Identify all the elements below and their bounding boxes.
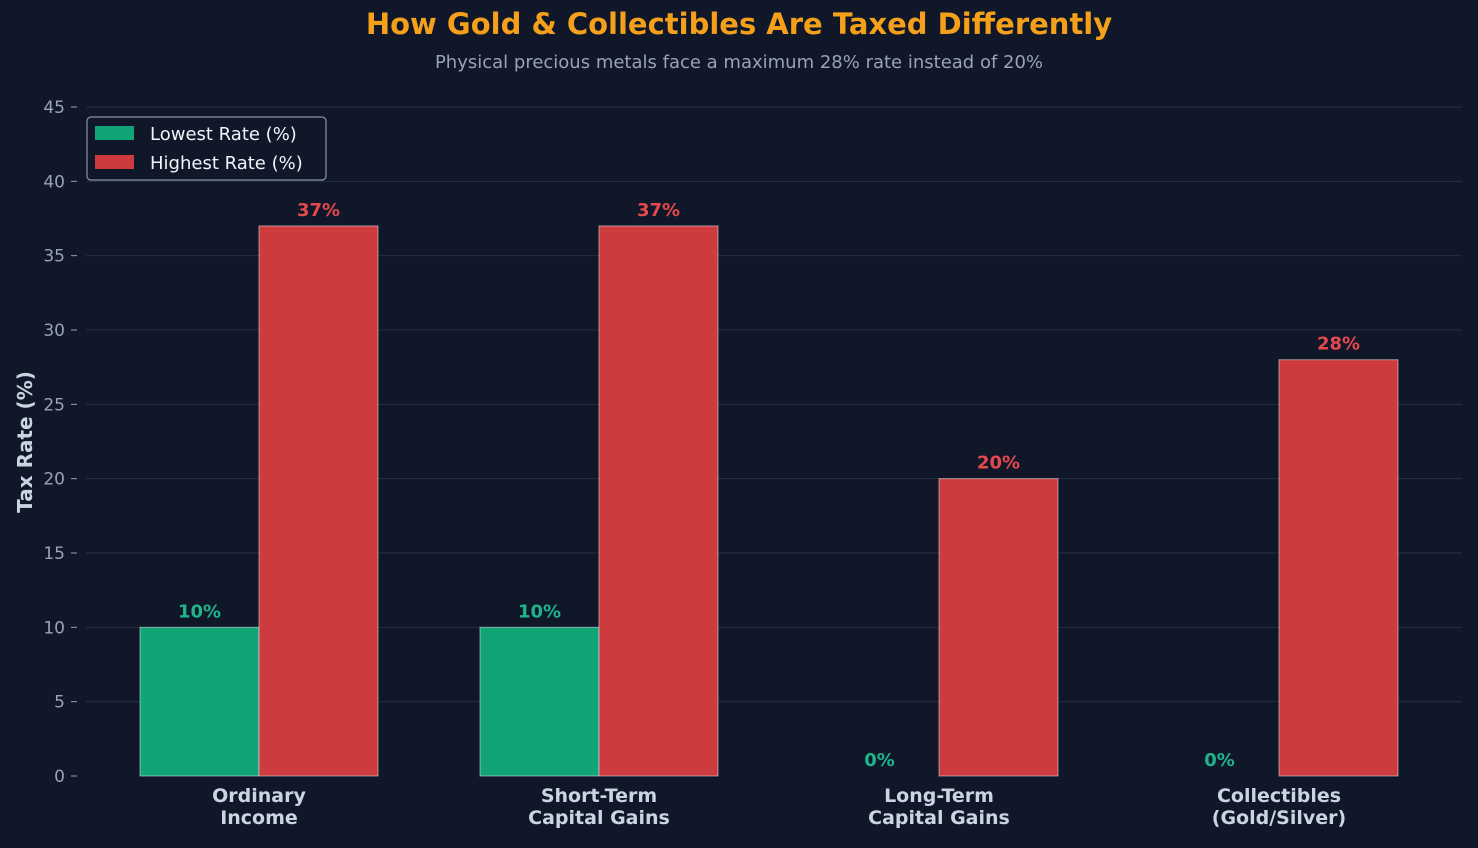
legend-label-highest: Highest Rate (%) bbox=[150, 153, 303, 174]
x-category-label: Short-Term Capital Gains bbox=[528, 785, 670, 829]
bar-lowest-rate bbox=[479, 626, 600, 777]
x-category-label-line: Income bbox=[220, 807, 298, 829]
chart-subtitle: Physical precious metals face a maximum … bbox=[435, 52, 1043, 73]
data-label-highest: 37% bbox=[297, 200, 340, 221]
y-axis-label: Tax Rate (%) bbox=[13, 371, 37, 513]
y-axis-ticks: 0 5 10 15 20 25 30 35 40 45 bbox=[43, 98, 77, 787]
chart-title: How Gold & Collectibles Are Taxed Differ… bbox=[366, 7, 1112, 41]
y-tick-label: 0 bbox=[54, 767, 65, 787]
data-label-lowest: 10% bbox=[178, 601, 221, 622]
bar-highest-rate bbox=[598, 225, 719, 777]
y-tick-label: 10 bbox=[43, 618, 65, 638]
bars bbox=[139, 225, 1399, 777]
data-label-lowest: 0% bbox=[1204, 750, 1235, 771]
data-label-lowest: 10% bbox=[518, 601, 561, 622]
x-category-label-line: (Gold/Silver) bbox=[1212, 807, 1346, 829]
legend-label-lowest: Lowest Rate (%) bbox=[150, 124, 297, 145]
y-tick-label: 5 bbox=[54, 693, 65, 713]
x-category-label: Ordinary Income bbox=[212, 785, 306, 829]
data-label-lowest: 0% bbox=[864, 750, 895, 771]
bar-lowest-rate bbox=[139, 626, 260, 777]
y-tick-label: 30 bbox=[43, 321, 65, 341]
x-category-label: Collectibles (Gold/Silver) bbox=[1212, 785, 1346, 829]
legend-swatch-lowest bbox=[95, 126, 134, 140]
y-tick-label: 20 bbox=[43, 470, 65, 490]
x-category-label-line: Collectibles bbox=[1217, 785, 1341, 807]
legend-box bbox=[86, 116, 327, 181]
y-tick-label: 35 bbox=[43, 247, 65, 267]
y-tick-label: 45 bbox=[43, 98, 65, 118]
bar-highest-rate bbox=[1278, 359, 1399, 777]
x-category-label-line: Ordinary bbox=[212, 785, 306, 807]
data-label-highest: 20% bbox=[977, 453, 1020, 474]
legend: Lowest Rate (%) Highest Rate (%) bbox=[86, 116, 327, 181]
data-label-highest: 37% bbox=[637, 200, 680, 221]
y-tick-label: 15 bbox=[43, 544, 65, 564]
x-category-label-line: Capital Gains bbox=[528, 807, 670, 829]
x-category-label: Long-Term Capital Gains bbox=[868, 785, 1010, 829]
data-label-highest: 28% bbox=[1317, 334, 1360, 355]
bar-highest-rate bbox=[938, 478, 1059, 777]
x-category-label-line: Capital Gains bbox=[868, 807, 1010, 829]
y-tick-label: 40 bbox=[43, 172, 65, 192]
bar-highest-rate bbox=[258, 225, 379, 777]
y-tick-label: 25 bbox=[43, 395, 65, 415]
data-labels: 10% 10% 0% 0% 37% 37% 20% 28% bbox=[178, 200, 1360, 771]
x-category-label-line: Short-Term bbox=[541, 785, 657, 807]
x-category-label-line: Long-Term bbox=[884, 785, 994, 807]
legend-swatch-highest bbox=[95, 155, 134, 169]
